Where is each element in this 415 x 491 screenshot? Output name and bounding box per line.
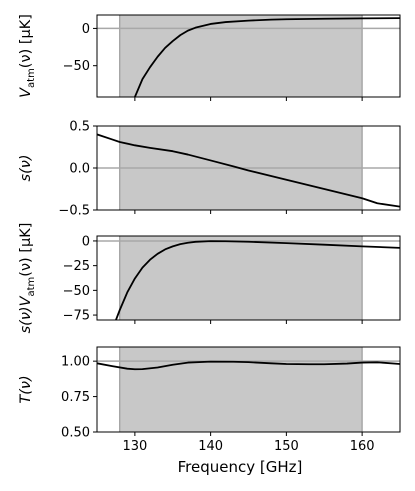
panel-1-vatm: 0 −50 Vatm(ν) [μK] <box>18 14 401 101</box>
axes-frame <box>96 346 401 433</box>
y-axis-label: Vatm(ν) [μK] <box>18 14 37 98</box>
x-axis-label: Frequency [GHz] <box>178 458 303 476</box>
y-tick-label: −0.5 <box>58 204 90 219</box>
y-axis-label: s(ν)Vatm(ν) [μK] <box>18 223 37 334</box>
y-axis-label: T(ν) <box>18 375 34 403</box>
panel-3-s-times-vatm: 0 −25 −50 −75 s(ν)Vatm(ν) [μK] <box>18 223 401 334</box>
y-tick-label: −50 <box>63 284 90 299</box>
y-tick-label: 0 <box>82 234 90 249</box>
series-line <box>97 360 400 371</box>
y-tick-label: −50 <box>63 59 90 74</box>
y-tick-label: 0.5 <box>69 120 90 135</box>
x-tick-label: 160 <box>350 439 375 454</box>
series-line <box>97 133 400 208</box>
series-line <box>115 240 400 320</box>
axes-frame <box>96 14 401 98</box>
x-tick-label: 140 <box>198 439 223 454</box>
x-tick-label: 150 <box>274 439 299 454</box>
shaded-band <box>119 235 363 321</box>
y-tick-label: −75 <box>63 309 90 324</box>
panel-4-t: 1.00 0.75 0.50 130 140 150 160 T(ν) <box>18 346 401 454</box>
y-tick-label: −25 <box>63 259 90 274</box>
y-tick-label: 1.00 <box>61 355 90 370</box>
y-tick-label: 0.50 <box>61 426 90 441</box>
shaded-band <box>119 14 363 98</box>
y-tick-label: 0 <box>82 22 90 37</box>
y-tick-label: 0.0 <box>69 162 90 177</box>
panel-2-s: 0.5 0.0 −0.5 s(ν) <box>18 120 401 219</box>
y-tick-label: 0.75 <box>61 390 90 405</box>
y-axis-label: s(ν) <box>18 155 34 182</box>
x-tick-label: 130 <box>122 439 147 454</box>
axes-frame <box>96 235 401 321</box>
series-line <box>134 17 400 97</box>
shaded-band <box>119 346 363 433</box>
